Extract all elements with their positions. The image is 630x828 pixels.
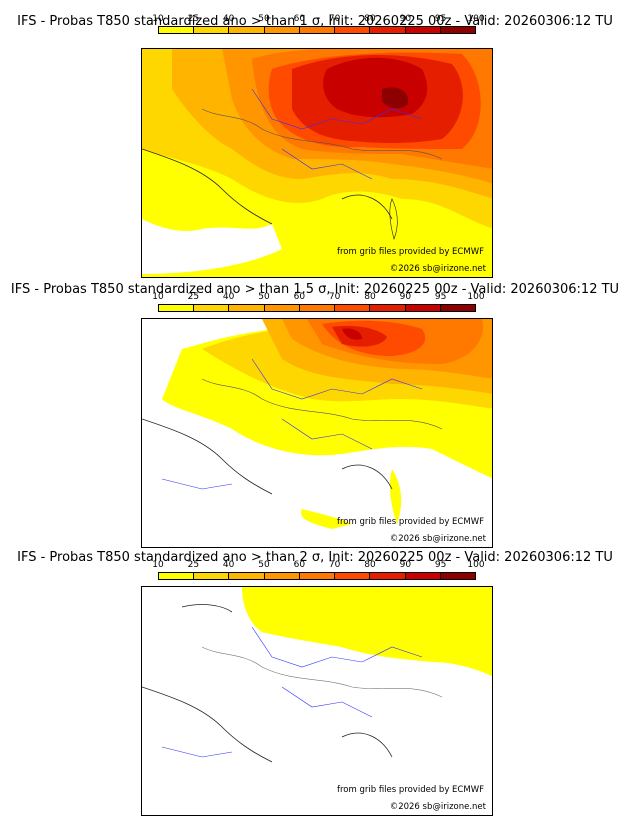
colorbar-segment xyxy=(159,305,195,311)
colorbar xyxy=(158,304,476,312)
colorbar-tick-label: 90 xyxy=(399,14,412,24)
colorbar-segment xyxy=(299,573,336,579)
panel-title: IFS - Probas T850 standardized ano > tha… xyxy=(17,14,613,29)
colorbar-segment xyxy=(229,305,265,311)
map-panel-1: IFS - Probas T850 standardized ano > tha… xyxy=(0,0,630,278)
colorbar-ticks: 10 25 40 50 60 70 80 90 95 100 xyxy=(152,292,484,304)
colorbar-tick-label: 90 xyxy=(399,560,412,570)
map-graphic xyxy=(142,319,492,547)
colorbar-segment xyxy=(405,27,441,33)
colorbar-segment xyxy=(440,573,475,579)
colorbar-segment xyxy=(264,573,300,579)
colorbar-segment xyxy=(335,305,371,311)
credit-source: from grib files provided by ECMWF xyxy=(337,785,484,795)
colorbar-segment xyxy=(405,305,441,311)
colorbar-tick-label: 80 xyxy=(364,14,376,24)
colorbar xyxy=(158,572,476,580)
colorbar-tick-label: 60 xyxy=(293,292,306,302)
colorbar-tick-label: 70 xyxy=(328,292,341,302)
credit-copyright: ©2026 sb@irizone.net xyxy=(389,534,486,544)
colorbar-segment xyxy=(405,573,441,579)
colorbar-segment xyxy=(335,573,371,579)
colorbar-ticks: 10 25 40 50 60 70 80 90 95 100 xyxy=(152,14,484,26)
colorbar xyxy=(158,26,476,34)
panel-title: IFS - Probas T850 standardized ano > tha… xyxy=(17,550,613,565)
map-panel-3: IFS - Probas T850 standardized ano > tha… xyxy=(0,540,630,816)
colorbar-segment xyxy=(159,573,195,579)
colorbar-segment xyxy=(264,305,300,311)
colorbar-tick-label: 100 xyxy=(467,14,485,24)
credit-copyright: ©2026 sb@irizone.net xyxy=(389,802,486,812)
colorbar-tick-label: 80 xyxy=(364,560,376,570)
colorbar-tick-label: 10 xyxy=(152,14,164,24)
colorbar-segment xyxy=(370,573,406,579)
colorbar-segment xyxy=(370,27,406,33)
colorbar-segment xyxy=(229,573,265,579)
credit-source: from grib files provided by ECMWF xyxy=(337,247,484,257)
colorbar-tick-label: 40 xyxy=(222,14,235,24)
colorbar-segment xyxy=(229,27,265,33)
colorbar-segment xyxy=(194,305,230,311)
colorbar-tick-label: 50 xyxy=(258,14,270,24)
panel-title: IFS - Probas T850 standardized ano > tha… xyxy=(10,282,620,297)
colorbar-tick-label: 70 xyxy=(328,14,341,24)
colorbar-segment xyxy=(370,305,406,311)
colorbar-tick-label: 90 xyxy=(399,292,412,302)
colorbar-tick-label: 95 xyxy=(434,560,447,570)
colorbar-tick-label: 100 xyxy=(467,292,485,302)
colorbar-segment xyxy=(440,305,475,311)
map-graphic xyxy=(142,587,492,815)
map-graphic xyxy=(142,49,492,277)
colorbar-segment xyxy=(299,305,336,311)
colorbar-tick-label: 25 xyxy=(187,292,200,302)
colorbar-tick-label: 40 xyxy=(222,292,235,302)
probability-map: from grib files provided by ECMWF ©2026 … xyxy=(141,586,493,816)
colorbar-tick-label: 95 xyxy=(434,292,447,302)
colorbar-segment xyxy=(159,27,195,33)
colorbar-segment xyxy=(194,573,230,579)
colorbar-ticks: 10 25 40 50 60 70 80 90 95 100 xyxy=(152,560,484,572)
colorbar-tick-label: 70 xyxy=(328,560,341,570)
colorbar-tick-label: 80 xyxy=(364,292,376,302)
colorbar-tick-label: 10 xyxy=(152,292,164,302)
colorbar-tick-label: 25 xyxy=(187,14,200,24)
colorbar-tick-label: 25 xyxy=(187,560,200,570)
colorbar-tick-label: 50 xyxy=(258,560,270,570)
colorbar-segment xyxy=(299,27,336,33)
colorbar-segment xyxy=(264,27,300,33)
colorbar-tick-label: 60 xyxy=(293,14,306,24)
colorbar-tick-label: 10 xyxy=(152,560,164,570)
probability-map: from grib files provided by ECMWF ©2026 … xyxy=(141,48,493,278)
colorbar-segment xyxy=(335,27,371,33)
probability-map: from grib files provided by ECMWF ©2026 … xyxy=(141,318,493,548)
credit-copyright: ©2026 sb@irizone.net xyxy=(389,264,486,274)
credit-source: from grib files provided by ECMWF xyxy=(337,517,484,527)
colorbar-tick-label: 95 xyxy=(434,14,447,24)
colorbar-tick-label: 100 xyxy=(467,560,485,570)
colorbar-segment xyxy=(194,27,230,33)
colorbar-tick-label: 40 xyxy=(222,560,235,570)
map-panel-2: IFS - Probas T850 standardized ano > tha… xyxy=(0,270,630,548)
colorbar-segment xyxy=(440,27,475,33)
colorbar-tick-label: 60 xyxy=(293,560,306,570)
colorbar-tick-label: 50 xyxy=(258,292,270,302)
